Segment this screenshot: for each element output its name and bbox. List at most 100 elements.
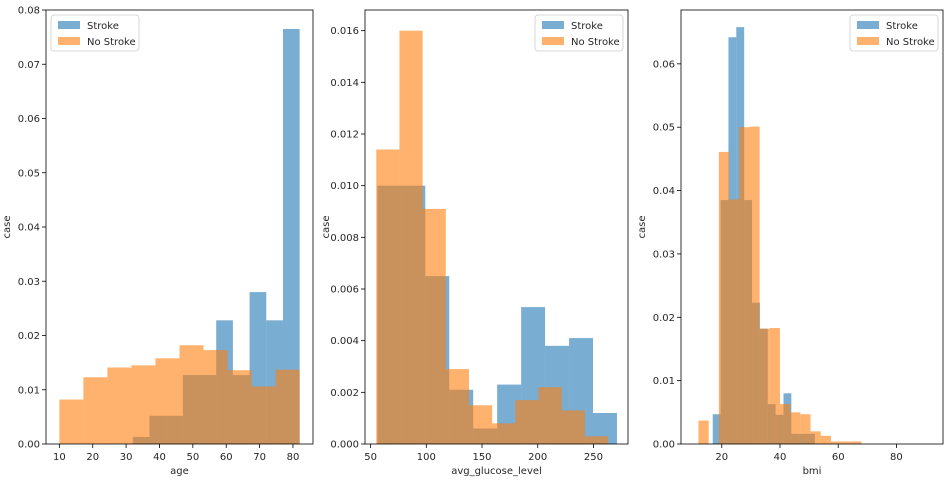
legend-label: No Stroke [87,37,136,48]
bar [515,400,539,444]
y-tick-label: 0.03 [18,277,40,288]
bar [203,350,228,444]
legend-label: No Stroke [571,37,620,48]
x-tick-label: 10 [53,452,66,463]
bar [399,30,423,445]
x-tick-label: 60 [220,452,233,463]
axes-frame [680,9,944,445]
series-no-stroke-bars [59,345,300,444]
y-tick-label: 0.01 [18,385,40,396]
y-tick-label: 0.03 [653,249,675,260]
x-tick-label: 40 [153,452,166,463]
legend-swatch-stroke [857,21,879,29]
y-tick-label: 0.00 [653,440,675,451]
bar [59,399,84,444]
y-axis-label: case [321,216,332,239]
legend: Stroke No Stroke [534,14,624,52]
y-tick-label: 0.08 [18,6,40,17]
y-tick-label: 0.02 [653,313,675,324]
bar [275,369,300,444]
bar [749,126,760,445]
bar [739,127,750,445]
bar [282,28,300,445]
y-tick-label: 0.002 [330,388,359,399]
bar [779,404,791,444]
bar [769,328,780,444]
y-tick-label: 0.01 [653,376,675,387]
y-axis-label: case [637,216,648,239]
bar [584,436,609,444]
bar [800,414,811,444]
y-tick-label: 0.05 [18,168,40,179]
x-tick-label: 100 [417,452,436,463]
bar [83,377,108,444]
bar [718,151,730,444]
bar [251,386,276,444]
series-no-stroke-bars [698,126,862,445]
y-tick-label: 0.016 [330,26,359,37]
bar [155,358,180,444]
bar [820,435,831,444]
legend-label: Stroke [87,21,119,32]
legend-label: Stroke [886,21,918,32]
y-tick-label: 0.014 [330,78,359,89]
x-axis-label: age [170,466,189,477]
x-tick-label: 20 [715,452,728,463]
bar [468,405,493,444]
legend-swatch-stroke [542,21,564,29]
y-tick-label: 0.012 [330,130,359,141]
y-tick-label: 0.05 [653,123,675,134]
y-tick-label: 0.010 [330,181,359,192]
bar [561,410,585,444]
y-tick-label: 0.06 [18,114,40,125]
legend: Stroke No Stroke [50,14,140,52]
y-tick-label: 0.04 [18,223,40,234]
subplot-1: 10 20 30 40 50 60 70 80 0.00 0.01 0.02 0.03 0.04 0.05… [2,6,314,477]
legend-label: No Stroke [886,37,935,48]
y-tick-label: 0.006 [330,285,359,296]
x-tick-label: 250 [584,452,603,463]
y-tick-label: 0.000 [330,440,359,451]
bar [851,441,862,444]
legend-swatch-no-stroke [857,37,879,45]
y-tick-label: 0.008 [330,233,359,244]
bar [445,369,469,444]
bar [698,420,709,444]
x-tick-label: 80 [890,452,903,463]
x-tick-label: 200 [528,452,547,463]
x-tick-label: 30 [120,452,133,463]
legend-label: Stroke [571,21,603,32]
bar [131,365,156,444]
subplot-3: 20 40 60 80 0.00 0.01 0.02 0.03 0.04 0.05 0.06 bmi c… [637,9,944,477]
x-tick-label: 70 [253,452,266,463]
legend-swatch-no-stroke [542,37,564,45]
y-tick-label: 0.00 [18,440,40,451]
y-axis-label: case [2,216,13,239]
x-tick-label: 40 [774,452,787,463]
series-no-stroke-bars [376,30,609,445]
x-axis-label: avg_glucose_level [451,466,542,477]
y-tick-label: 0.06 [653,59,675,70]
x-tick-label: 150 [472,452,491,463]
bar [810,431,821,444]
y-tick-label: 0.07 [18,60,40,71]
bar [376,149,400,444]
subplot-2: 50 100 150 200 250 0.000 0.002 0.004 0.006 0.008 0… [321,9,629,477]
bar [712,414,721,444]
bar [227,370,252,444]
bar [107,367,132,444]
legend-swatch-stroke [58,21,80,29]
x-tick-label: 60 [832,452,845,463]
y-tick-label: 0.04 [653,186,675,197]
bar [841,441,852,444]
bar [759,328,770,444]
bar [422,208,446,444]
legend-swatch-no-stroke [58,37,80,45]
y-tick-label: 0.02 [18,331,40,342]
bar [538,387,562,444]
axes-frame [364,9,629,445]
y-tick-label: 0.004 [330,336,359,347]
legend: Stroke No Stroke [849,14,939,52]
bar [729,199,740,444]
